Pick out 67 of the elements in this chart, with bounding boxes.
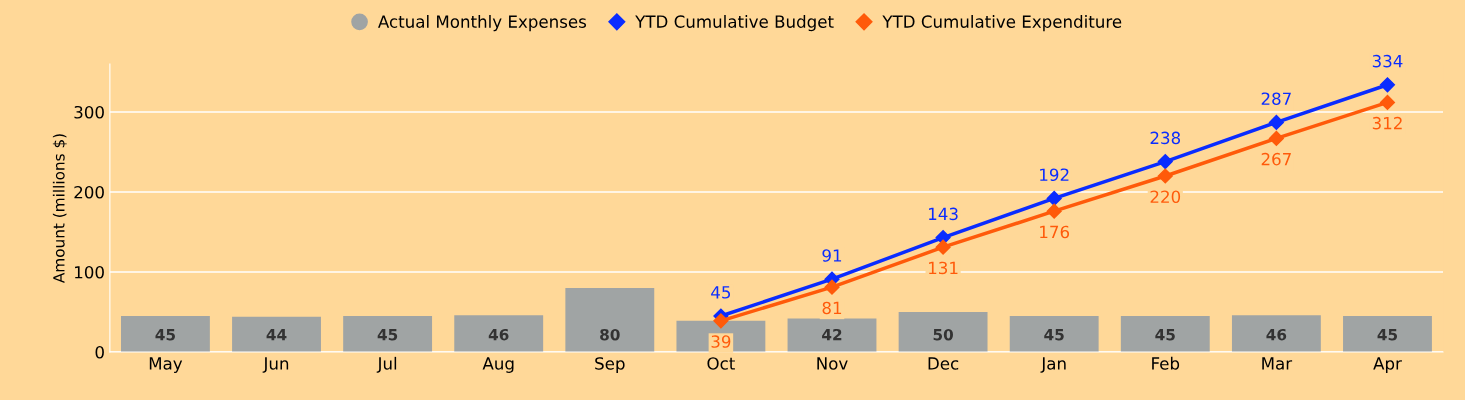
data-label: 312 [1372, 116, 1402, 130]
data-label: 131 [929, 261, 958, 275]
point [824, 279, 840, 295]
data-label: 46 [1266, 328, 1287, 341]
x-tick-label: Nov [817, 357, 848, 370]
point [935, 239, 951, 255]
x-tick-label: Jul [376, 356, 397, 373]
data-label: 45 [1155, 329, 1175, 341]
point [1379, 94, 1396, 110]
data-label: 42 [822, 328, 842, 341]
data-label: 46 [488, 328, 509, 341]
point [713, 313, 729, 329]
y-tick-label: 200 [74, 185, 104, 199]
data-label: 45 [1044, 329, 1064, 341]
bar [898, 312, 988, 352]
data-label: 334 [1372, 54, 1403, 68]
point [1046, 190, 1062, 206]
data-label: 45 [711, 286, 731, 299]
x-tick-label: May [149, 357, 183, 373]
data-label: 44 [266, 329, 287, 341]
y-axis-title: Amount (millions $) [52, 134, 67, 283]
bar [1343, 316, 1432, 352]
data-label: 192 [1040, 168, 1069, 182]
y-tick-label: 300 [74, 105, 104, 119]
point [1046, 203, 1062, 219]
point [1379, 77, 1396, 93]
y-tick-label: 0 [95, 345, 104, 359]
x-tick-label: Jan [1040, 357, 1066, 373]
x-tick-label: Oct [707, 357, 735, 370]
data-label: 176 [1040, 225, 1070, 239]
bar [565, 288, 655, 352]
data-label: 45 [377, 329, 398, 341]
data-label: 287 [1261, 92, 1291, 106]
bar [1120, 316, 1210, 352]
legend-label: YTD Cumulative Budget [635, 15, 834, 32]
x-tick-label: Sep [595, 357, 625, 373]
point [1157, 168, 1173, 184]
data-label: 45 [1377, 329, 1398, 341]
bar [232, 316, 321, 352]
data-label: 91 [822, 249, 842, 262]
data-label: 39 [711, 335, 731, 348]
point [1157, 154, 1173, 170]
bar [454, 315, 544, 352]
x-tick-label: Apr [1373, 357, 1402, 373]
y-tick-label: 100 [75, 265, 104, 279]
bar [1231, 315, 1321, 352]
data-label: 267 [1261, 152, 1291, 166]
x-tick-label: Feb [1152, 356, 1180, 370]
legend-label: Actual Monthly Expenses [378, 15, 587, 32]
data-label: 238 [1150, 131, 1181, 145]
data-label: 80 [600, 328, 620, 341]
data-label: 143 [929, 207, 958, 221]
data-label: 81 [822, 301, 842, 315]
bar [120, 316, 210, 352]
x-tick-label: Mar [1262, 357, 1293, 370]
data-label: 220 [1150, 190, 1181, 204]
point [1268, 130, 1284, 146]
data-label: 50 [933, 328, 953, 341]
bar [343, 316, 433, 352]
data-label: 45 [155, 329, 175, 341]
x-tick-label: Dec [928, 357, 959, 370]
x-tick-label: Jun [262, 357, 289, 373]
point [1268, 114, 1284, 130]
x-tick-label: Aug [482, 357, 514, 373]
legend-label: YTD Cumulative Expenditure [882, 15, 1122, 32]
bar [787, 318, 877, 352]
bar [1009, 316, 1099, 352]
